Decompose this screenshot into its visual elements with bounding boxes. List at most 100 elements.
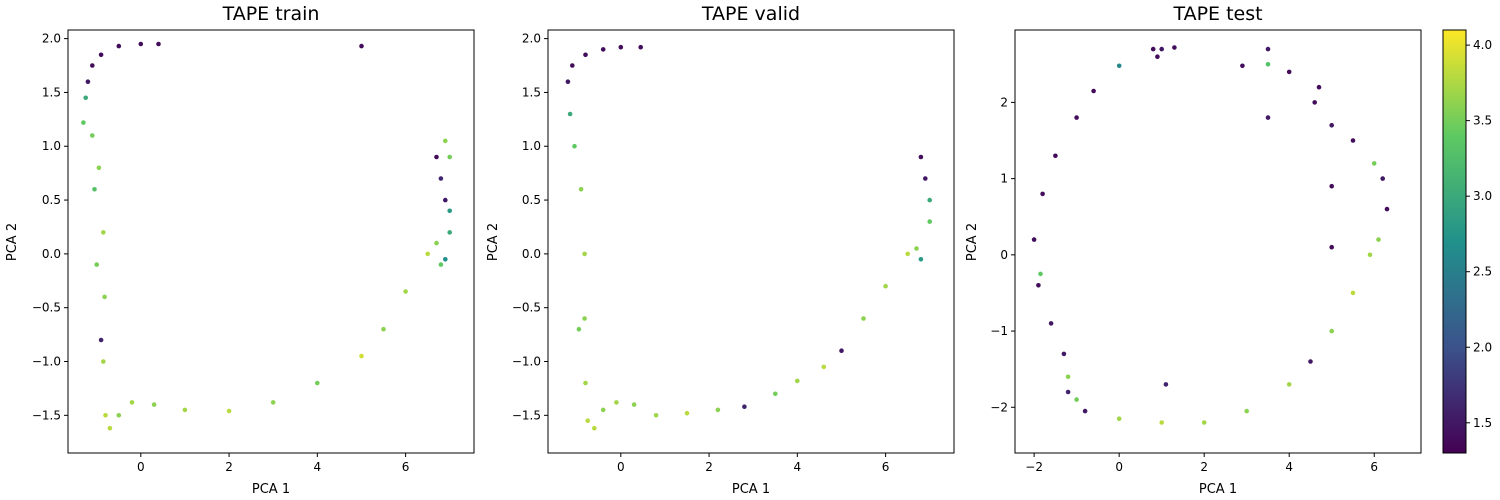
scatter-point (1350, 290, 1356, 296)
scatter-point (1150, 46, 1156, 52)
x-axis-ticks: 0 2 4 6 (617, 453, 889, 474)
scatter-point (81, 120, 86, 125)
colorbar-gradient (1442, 29, 1467, 454)
panel-train: TAPE train 0 2 4 6 −1.5 −1.0 −0.5 0.0 0.5 1.0 1.5… (5, 3, 475, 497)
scatter-point (359, 43, 364, 49)
x-axis-label: PCA 1 (1199, 482, 1237, 497)
scatter-point (447, 154, 453, 160)
x-axis-ticks: 0 2 4 6 (137, 453, 409, 474)
scatter-point (1350, 138, 1356, 143)
scatter-point (1053, 153, 1058, 159)
y-tick-label: 1 (1000, 172, 1008, 186)
x-axis-ticks: −2 0 2 4 6 (1025, 453, 1378, 474)
chart-title: TAPE train (222, 3, 320, 25)
scatter-point (1159, 420, 1164, 425)
scatter-point (1038, 271, 1043, 277)
y-tick-label: −1.0 (32, 355, 61, 369)
scatter-point (1371, 161, 1377, 166)
scatter-point (94, 262, 99, 267)
scatter-point (85, 79, 91, 84)
scatter-point (443, 138, 448, 144)
scatter-point (614, 400, 619, 405)
scatter-point (600, 407, 606, 413)
scatter-point (653, 413, 659, 418)
scatter-point (1155, 54, 1160, 59)
scatter-point (359, 353, 364, 359)
panel-valid: TAPE valid 0 2 4 6 −1.5 −1.0 −0.5 0.0 0.5 1.0 1.5… (486, 3, 955, 497)
scatter-point (1061, 351, 1067, 357)
x-tick-label: 2 (225, 460, 233, 474)
scatter-point (565, 79, 571, 84)
scatter-point (447, 208, 453, 214)
colorbar-tick-label: 2.0 (1473, 340, 1492, 354)
y-tick-label: −0.5 (32, 301, 61, 315)
scatter-point (1286, 69, 1292, 75)
scatter-point (918, 154, 924, 160)
y-tick-label: 0 (1000, 248, 1008, 262)
x-tick-label: 0 (1115, 460, 1123, 474)
scatter-point (1172, 45, 1177, 50)
scatter-point (1082, 408, 1088, 414)
scatter-point (101, 359, 106, 364)
y-tick-label: −1 (990, 324, 1008, 338)
y-tick-label: −0.5 (512, 301, 541, 315)
scatter-point (914, 246, 919, 251)
y-tick-label: 0.0 (42, 247, 61, 261)
colorbar-tick-label: 3.5 (1473, 114, 1492, 128)
scatter-point (1036, 283, 1041, 288)
scatter-point (315, 380, 320, 386)
scatter-point (1286, 382, 1292, 387)
y-axis-label: PCA 2 (965, 223, 980, 261)
scatter-point (102, 294, 107, 300)
y-tick-label: −2 (990, 400, 1008, 414)
scatter-point (1240, 63, 1245, 69)
chart-title: TAPE valid (701, 3, 800, 25)
points-layer (565, 44, 932, 431)
scatter-point (1329, 183, 1334, 189)
scatter-point (883, 283, 888, 289)
scatter-point (1329, 123, 1334, 128)
scatter-point (443, 257, 448, 262)
chart-title: TAPE test (1172, 3, 1262, 25)
scatter-point (425, 251, 431, 257)
scatter-point (638, 44, 643, 50)
scatter-point (1201, 420, 1207, 425)
colorbar-tick-label: 2.5 (1473, 265, 1492, 279)
scatter-point (773, 391, 778, 397)
x-tick-label: 6 (402, 460, 410, 474)
scatter-point (438, 176, 444, 181)
scatter-point (438, 262, 444, 267)
scatter-point (92, 187, 97, 192)
y-tick-label: 1.0 (522, 139, 541, 153)
y-axis-label: PCA 2 (5, 223, 20, 261)
scatter-point (129, 400, 135, 405)
scatter-point (583, 52, 588, 58)
y-tick-label: 1.5 (42, 85, 61, 99)
plot-frame (547, 29, 955, 454)
scatter-point (1091, 88, 1096, 94)
scatter-point (821, 364, 827, 370)
scatter-point (447, 230, 453, 235)
scatter-point (98, 337, 104, 343)
scatter-point (1159, 46, 1164, 52)
scatter-point (403, 289, 408, 294)
y-tick-label: 2.0 (42, 32, 61, 46)
scatter-point (1329, 244, 1334, 250)
scatter-point (226, 408, 232, 414)
colorbar: 1.5 2.0 2.5 3.0 3.5 4.0 (1442, 29, 1492, 454)
scatter-point (116, 413, 122, 418)
scatter-point (1074, 115, 1079, 120)
panel-test: TAPE test −2 0 2 4 6 −2 −1 0 1 2 PCA 1 PCA 2 (965, 3, 1422, 497)
y-tick-label: 0.5 (42, 193, 61, 207)
scatter-point (1380, 176, 1385, 181)
plot-frame (1014, 29, 1422, 454)
scatter-point (570, 63, 575, 68)
y-tick-label: −1.0 (512, 355, 541, 369)
scatter-point (1065, 389, 1071, 395)
scatter-point (1367, 252, 1373, 258)
y-tick-label: 2 (1000, 95, 1008, 109)
scatter-point (1116, 63, 1122, 69)
scatter-point (585, 418, 590, 424)
scatter-point (1308, 359, 1313, 364)
